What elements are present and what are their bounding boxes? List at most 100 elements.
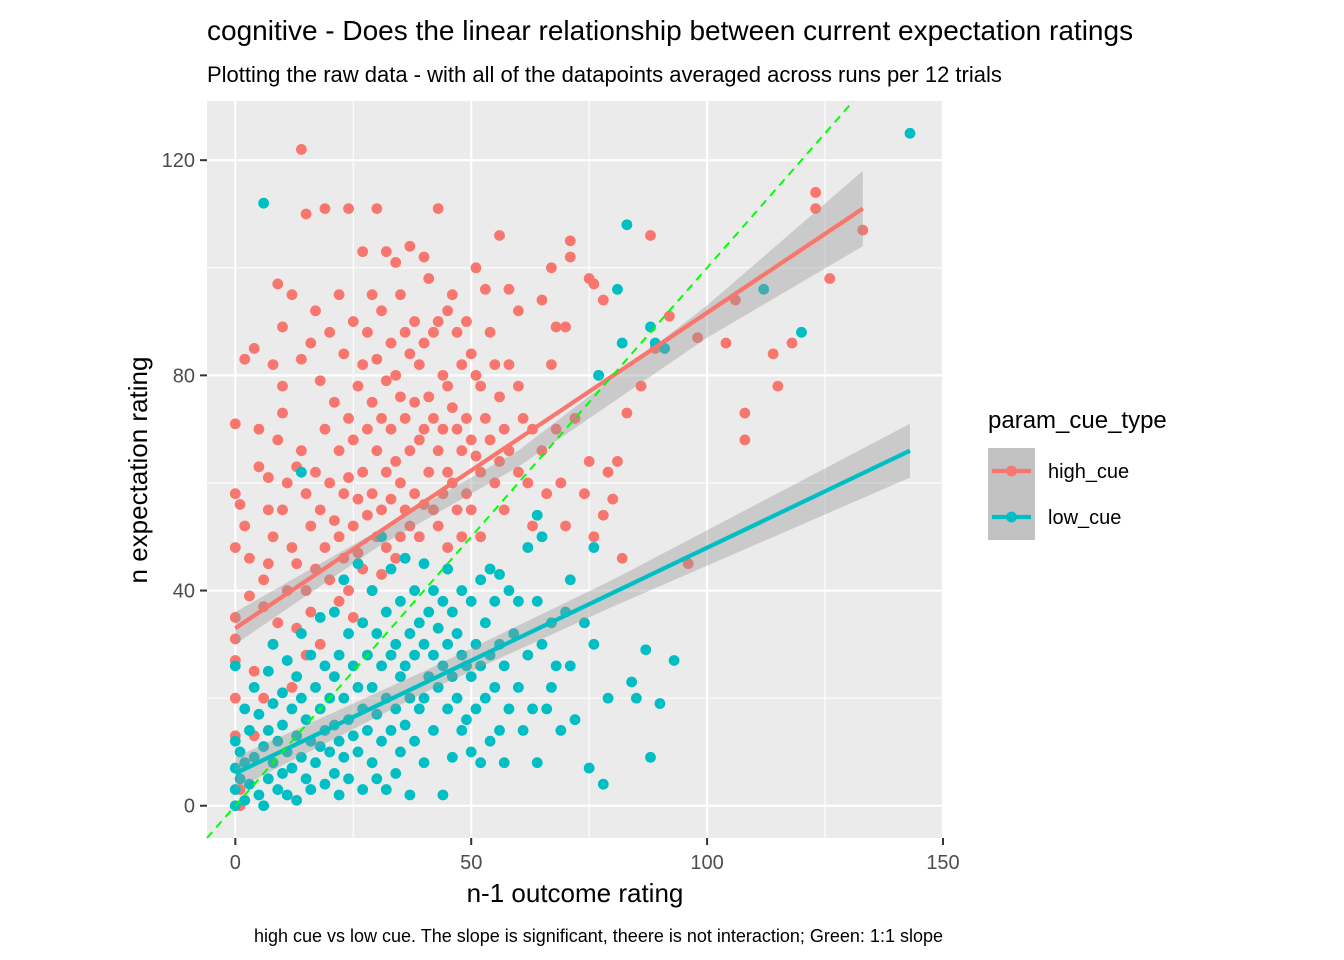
point-low_cue <box>484 735 496 747</box>
point-low_cue <box>248 681 260 693</box>
point-low_cue <box>338 574 350 586</box>
point-high_cue <box>234 499 246 510</box>
point-low_cue <box>654 698 666 709</box>
point-low_cue <box>659 343 671 354</box>
point-high_cue <box>484 326 496 338</box>
point-high_cue <box>560 520 571 532</box>
points-layer <box>229 127 916 812</box>
point-low_cue <box>333 649 345 661</box>
point-low_cue <box>262 773 274 785</box>
point-high_cue <box>503 359 515 370</box>
point-high_cue <box>494 230 505 241</box>
point-high_cue <box>262 504 274 516</box>
point-high_cue <box>432 203 444 214</box>
point-high_cue <box>451 504 463 516</box>
point-low_cue <box>418 757 430 769</box>
point-low_cue <box>489 681 501 693</box>
point-low_cue <box>409 649 420 661</box>
point-high_cue <box>366 488 378 500</box>
point-low_cue <box>244 778 255 790</box>
point-high_cue <box>512 305 524 317</box>
point-high_cue <box>498 423 510 435</box>
point-high_cue <box>475 531 487 543</box>
point-low_cue <box>428 649 439 661</box>
point-low_cue <box>385 725 397 736</box>
point-low_cue <box>229 735 241 747</box>
point-high_cue <box>380 246 392 258</box>
point-low_cue <box>310 757 321 769</box>
point-low_cue <box>904 127 916 139</box>
point-high_cue <box>277 321 288 333</box>
point-low_cue <box>390 703 402 715</box>
point-low_cue <box>446 606 458 618</box>
point-low_cue <box>503 703 515 715</box>
point-high_cue <box>310 466 321 478</box>
point-low_cue <box>418 638 430 650</box>
point-low_cue <box>347 730 359 742</box>
fit-lines <box>234 206 911 776</box>
point-low_cue <box>508 628 520 639</box>
point-high_cue <box>333 289 345 301</box>
y-axis-label: n expectation rating <box>123 357 153 584</box>
point-high_cue <box>390 456 402 467</box>
point-low_cue <box>295 466 307 478</box>
point-low_cue <box>541 703 553 715</box>
point-high_cue <box>310 305 321 317</box>
point-high_cue <box>300 585 312 596</box>
fit-line-high_cue <box>234 206 864 630</box>
legend-keys: high_cue low_cue <box>988 448 1129 540</box>
point-low_cue <box>357 784 369 795</box>
point-high_cue <box>229 633 241 645</box>
point-low_cue <box>357 617 369 629</box>
point-high_cue <box>588 531 600 543</box>
point-low_cue <box>390 638 402 650</box>
point-low_cue <box>314 741 326 752</box>
point-low_cue <box>418 558 430 570</box>
point-high_cue <box>385 493 397 505</box>
fit-line-low_cue <box>234 448 911 776</box>
point-low_cue <box>376 735 387 747</box>
point-low_cue <box>328 671 340 683</box>
point-high_cue <box>262 472 274 483</box>
point-low_cue <box>442 638 454 650</box>
point-high_cue <box>451 423 463 435</box>
point-high_cue <box>413 359 425 370</box>
point-low_cue <box>404 628 416 639</box>
point-high_cue <box>390 369 402 381</box>
point-low_cue <box>428 725 439 736</box>
point-high_cue <box>461 316 472 327</box>
point-high_cue <box>319 542 331 553</box>
point-high_cue <box>512 466 524 478</box>
point-high_cue <box>371 353 383 365</box>
point-high_cue <box>465 504 477 516</box>
point-high_cue <box>470 369 482 381</box>
x-tick-label: 50 <box>460 852 482 874</box>
point-low_cue <box>456 585 468 596</box>
point-low_cue <box>484 563 496 575</box>
point-low_cue <box>442 703 454 715</box>
chart-caption: high cue vs low cue. The slope is signif… <box>254 926 943 946</box>
point-high_cue <box>546 262 557 274</box>
chart-subtitle: Plotting the raw data - with all of the … <box>207 62 1002 87</box>
point-low_cue <box>277 768 288 779</box>
point-low_cue <box>409 735 420 747</box>
point-high_cue <box>579 488 590 500</box>
point-high_cue <box>229 418 241 430</box>
point-high_cue <box>546 359 557 370</box>
point-low_cue <box>640 644 652 656</box>
confidence-bands <box>235 170 910 790</box>
point-low_cue <box>409 585 420 596</box>
point-high_cue <box>489 477 501 489</box>
point-high_cue <box>319 423 331 435</box>
point-high_cue <box>442 305 454 317</box>
point-high_cue <box>810 187 822 198</box>
legend-label-low_cue: low_cue <box>1048 507 1121 529</box>
point-high_cue <box>343 412 354 424</box>
point-low_cue <box>446 751 458 763</box>
point-high_cue <box>484 434 496 446</box>
point-high_cue <box>371 445 383 457</box>
point-low_cue <box>404 692 416 704</box>
point-low_cue <box>291 794 303 806</box>
point-high_cue <box>314 375 326 387</box>
point-low_cue <box>352 558 364 570</box>
